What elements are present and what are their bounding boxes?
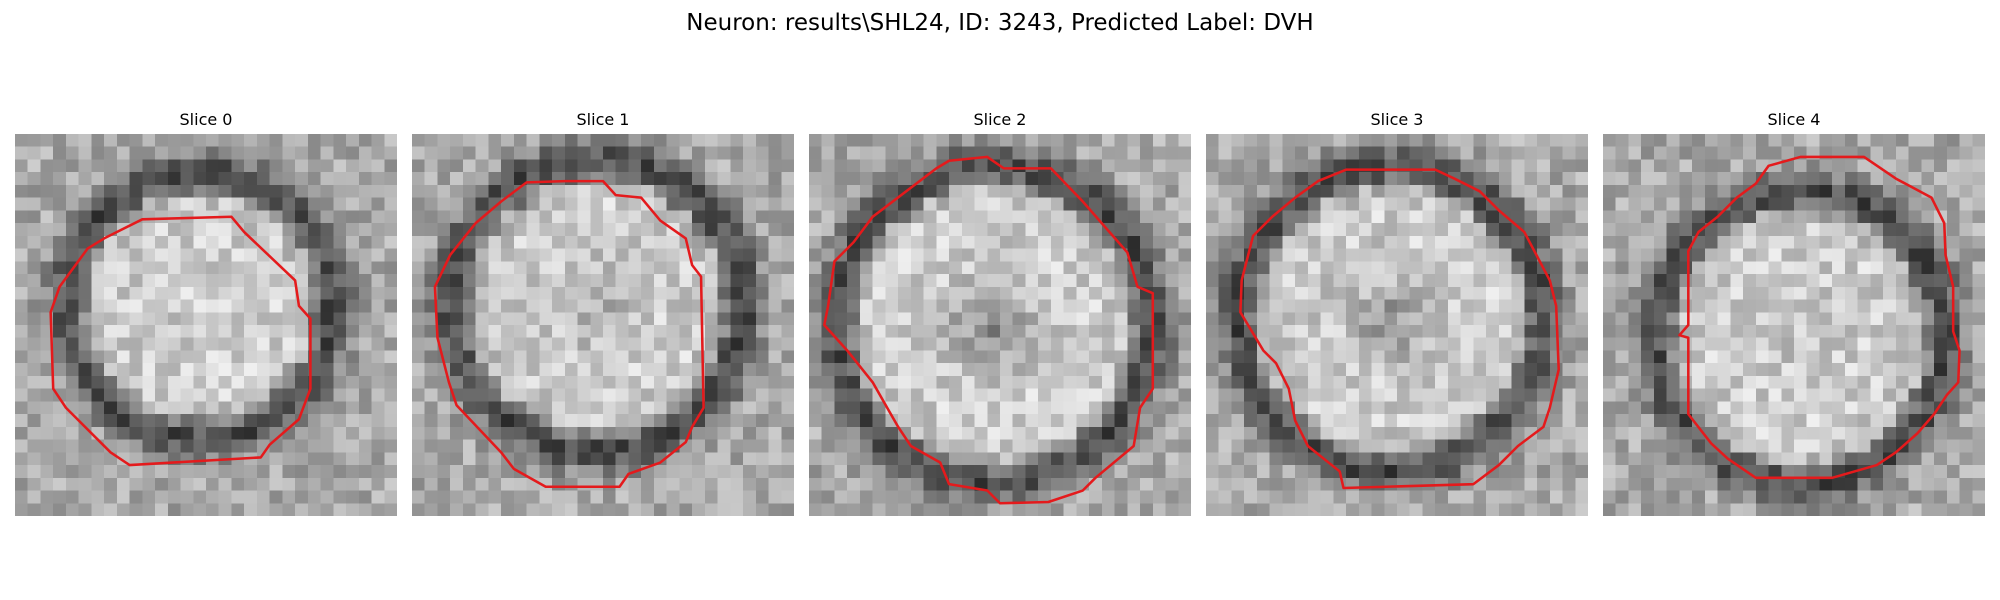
pixel-grid [1603,134,1985,516]
figure-title: Neuron: results\SHL24, ID: 3243, Predict… [686,10,1314,36]
slice-title: Slice 2 [973,110,1027,129]
segmentation-contour [1239,168,1560,490]
microscopy-slice-image [15,134,397,516]
microscopy-slice-image [412,134,794,516]
segmentation-contour [1678,155,1961,480]
pixel-grid [809,134,1191,516]
segmentation-contour [823,155,1155,505]
microscopy-slice-image [809,134,1191,516]
slice-title: Slice 4 [1767,110,1821,129]
microscopy-slice-image [1603,134,1985,516]
pixel-grid [1206,134,1588,516]
slice-title: Slice 1 [576,110,630,129]
segmentation-contour [433,179,705,488]
pixel-grid [15,134,397,516]
slice-title: Slice 3 [1370,110,1424,129]
pixel-grid [412,134,794,516]
slice-title: Slice 0 [179,110,233,129]
microscopy-slice-image [1206,134,1588,516]
segmentation-contour [49,215,312,467]
